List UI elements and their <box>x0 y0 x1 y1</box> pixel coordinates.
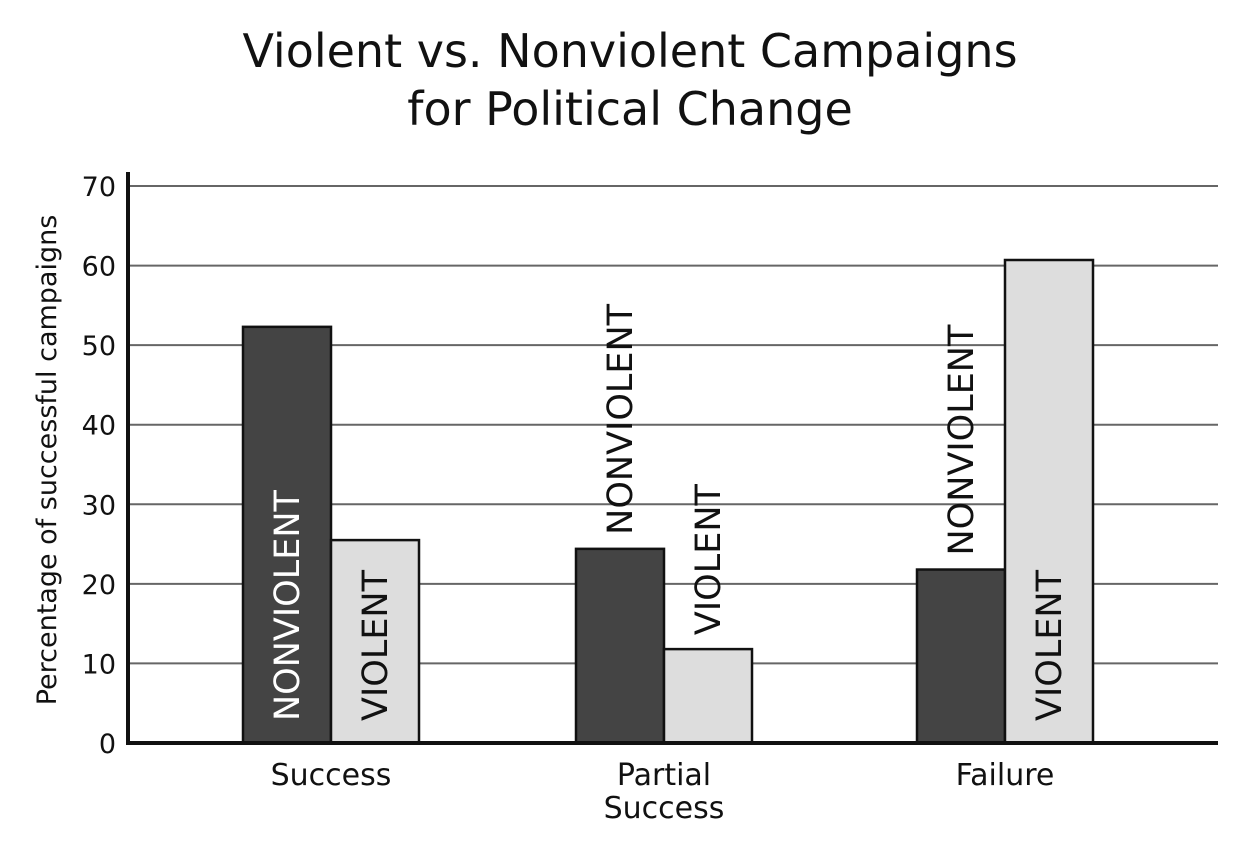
chart-title-line-2: for Political Change <box>407 82 853 136</box>
bar-nonviolent-2 <box>915 568 1007 745</box>
y-tick-label: 50 <box>82 331 116 362</box>
chart-title: Violent vs. Nonviolent Campaigns for Pol… <box>0 22 1260 138</box>
bar-label-violent: VIOLENT <box>1030 569 1070 721</box>
y-tick-label: 30 <box>82 490 116 521</box>
chart-title-line-1: Violent vs. Nonviolent Campaigns <box>242 24 1018 78</box>
x-category-label: Partial <box>617 758 711 793</box>
bar-label-nonviolent: NONVIOLENT <box>601 303 641 535</box>
bar-nonviolent-1 <box>574 547 666 745</box>
x-category-label: Success <box>271 758 392 793</box>
y-tick-label: 10 <box>82 649 116 680</box>
bar-nonviolent-0 <box>241 325 333 745</box>
y-tick-label: 0 <box>99 729 116 760</box>
y-tick-label: 20 <box>82 570 116 601</box>
x-category-label: Failure <box>956 758 1055 793</box>
bar-label-violent: VIOLENT <box>356 569 396 721</box>
y-tick-label: 40 <box>82 411 116 442</box>
bar-violent-2 <box>1003 258 1095 745</box>
y-tick-label: 70 <box>82 172 116 203</box>
bar-label-violent: VIOLENT <box>689 483 729 635</box>
bar-violent-1 <box>662 647 754 745</box>
bar-label-nonviolent: NONVIOLENT <box>942 324 982 556</box>
y-axis-label: Percentage of successful campaigns <box>32 215 63 706</box>
bar-label-nonviolent: NONVIOLENT <box>268 489 308 721</box>
x-category-label: Success <box>604 791 725 826</box>
y-tick-label: 60 <box>82 252 116 283</box>
